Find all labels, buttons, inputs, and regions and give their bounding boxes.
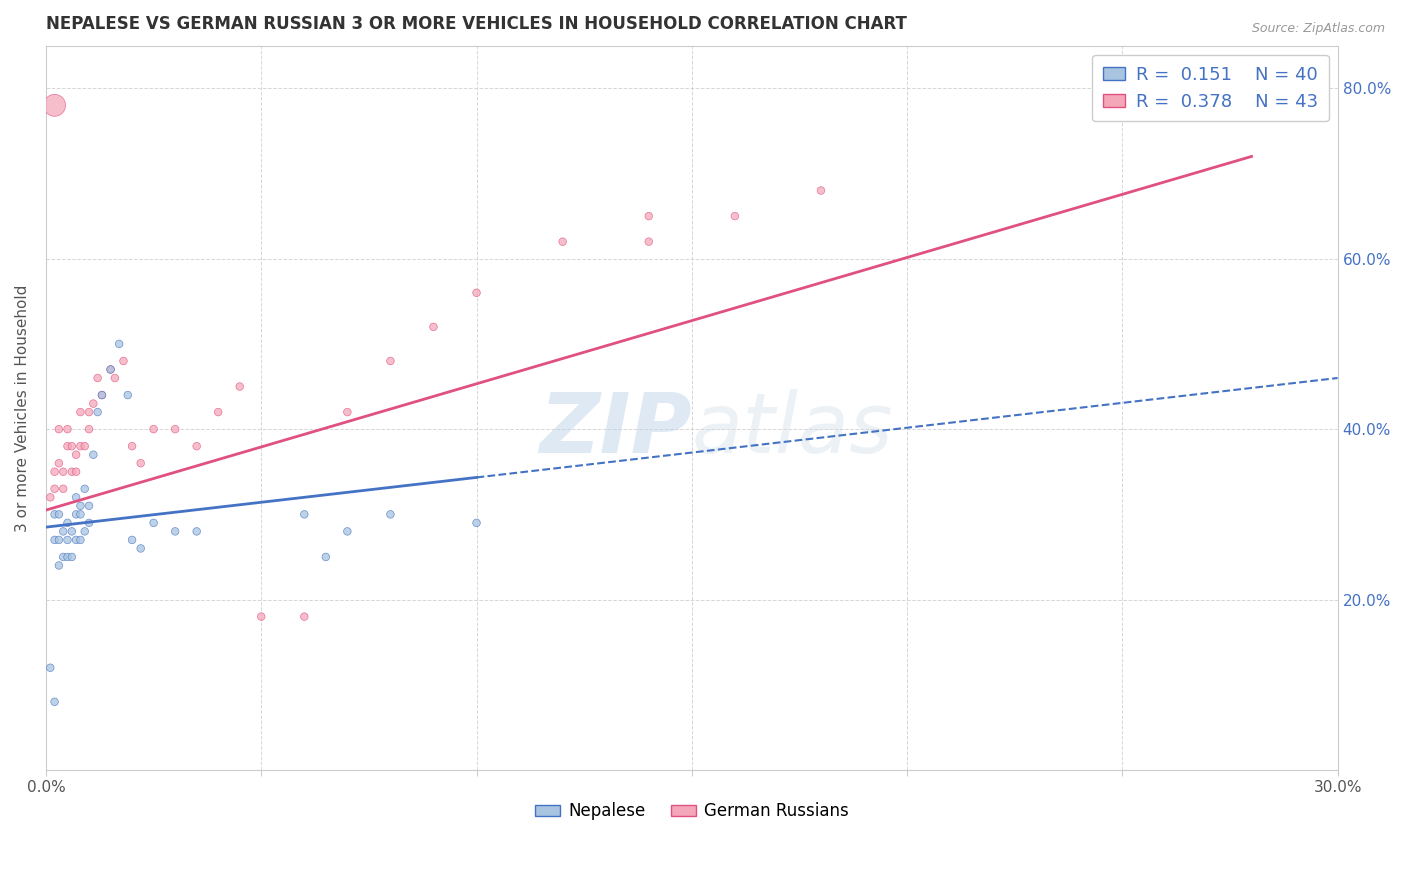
Point [129, 456, 152, 470]
Point [91, 388, 114, 402]
Point [82, 396, 104, 410]
Point [637, 209, 659, 223]
Point [121, 533, 143, 547]
Point [69, 533, 91, 547]
Point [108, 337, 131, 351]
Point [48, 456, 70, 470]
Point [380, 354, 402, 368]
Point [48, 558, 70, 573]
Point [56, 422, 79, 436]
Point [44, 508, 66, 522]
Point [69, 508, 91, 522]
Point [250, 609, 273, 624]
Point [292, 609, 315, 624]
Point [52, 549, 75, 564]
Point [44, 482, 66, 496]
Point [48, 533, 70, 547]
Point [228, 379, 250, 393]
Point [121, 439, 143, 453]
Point [336, 405, 359, 419]
Point [82, 448, 104, 462]
Point [56, 549, 79, 564]
Point [117, 388, 139, 402]
Point [380, 508, 402, 522]
Point [65, 448, 87, 462]
Text: ZIP: ZIP [538, 389, 692, 470]
Point [315, 549, 337, 564]
Text: Source: ZipAtlas.com: Source: ZipAtlas.com [1251, 22, 1385, 36]
Point [65, 533, 87, 547]
Point [336, 524, 359, 539]
Point [56, 533, 79, 547]
Point [810, 184, 832, 198]
Point [186, 524, 208, 539]
Point [69, 405, 91, 419]
Point [73, 439, 96, 453]
Point [77, 405, 100, 419]
Y-axis label: 3 or more Vehicles in Household: 3 or more Vehicles in Household [15, 285, 30, 532]
Point [52, 482, 75, 496]
Point [112, 354, 135, 368]
Point [60, 465, 83, 479]
Point [637, 235, 659, 249]
Point [60, 439, 83, 453]
Point [86, 405, 108, 419]
Point [77, 422, 100, 436]
Point [65, 508, 87, 522]
Point [65, 491, 87, 505]
Point [422, 319, 444, 334]
Point [86, 371, 108, 385]
Point [186, 439, 208, 453]
Point [60, 524, 83, 539]
Point [104, 371, 127, 385]
Point [207, 405, 229, 419]
Point [48, 508, 70, 522]
Point [292, 508, 315, 522]
Point [48, 422, 70, 436]
Point [56, 516, 79, 530]
Point [551, 235, 574, 249]
Point [39, 661, 62, 675]
Point [56, 439, 79, 453]
Point [44, 533, 66, 547]
Point [91, 388, 114, 402]
Point [77, 499, 100, 513]
Point [100, 362, 122, 376]
Point [724, 209, 747, 223]
Point [77, 516, 100, 530]
Point [60, 549, 83, 564]
Point [465, 285, 488, 300]
Point [129, 541, 152, 556]
Point [69, 439, 91, 453]
Point [44, 695, 66, 709]
Point [52, 465, 75, 479]
Point [69, 499, 91, 513]
Point [39, 491, 62, 505]
Point [52, 524, 75, 539]
Point [165, 422, 187, 436]
Point [165, 524, 187, 539]
Point [44, 98, 66, 112]
Point [73, 482, 96, 496]
Text: NEPALESE VS GERMAN RUSSIAN 3 OR MORE VEHICLES IN HOUSEHOLD CORRELATION CHART: NEPALESE VS GERMAN RUSSIAN 3 OR MORE VEH… [46, 15, 907, 33]
Text: atlas: atlas [692, 389, 893, 470]
Point [465, 516, 488, 530]
Legend: Nepalese, German Russians: Nepalese, German Russians [529, 796, 855, 827]
Point [142, 422, 165, 436]
Point [65, 465, 87, 479]
Point [73, 524, 96, 539]
Point [44, 465, 66, 479]
Point [100, 362, 122, 376]
Point [142, 516, 165, 530]
